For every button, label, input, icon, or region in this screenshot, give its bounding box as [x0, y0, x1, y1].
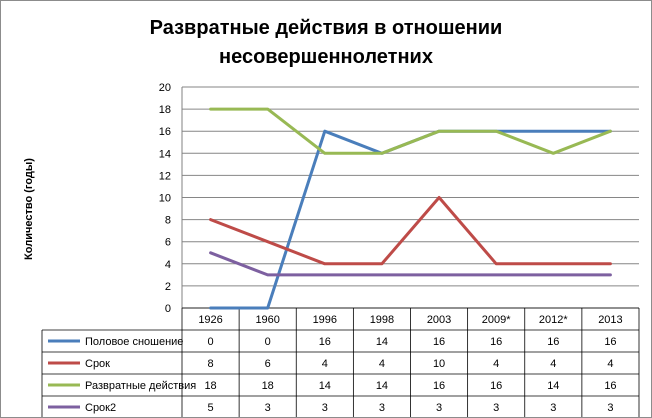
x-tick-label: 2009* — [482, 314, 511, 326]
series-line — [209, 251, 612, 277]
table-cell-value: 18 — [262, 380, 274, 392]
table-cell-value: 16 — [547, 336, 559, 348]
y-tick-label: 12 — [159, 170, 171, 182]
series-lines — [209, 107, 612, 310]
table-cell-value: 16 — [604, 380, 616, 392]
table-cell-value: 3 — [265, 402, 271, 414]
y-tick-label: 16 — [159, 126, 171, 138]
x-tick-label: 1960 — [255, 314, 279, 326]
table-cell-value: 16 — [433, 380, 445, 392]
table-cell-value: 5 — [208, 402, 214, 414]
table-cell-value: 4 — [550, 358, 556, 370]
table-cell-value: 0 — [265, 336, 271, 348]
y-axis-label: Количество (годы) — [23, 158, 35, 260]
table-cell-value: 8 — [208, 358, 214, 370]
table-cell-value: 4 — [322, 358, 328, 370]
x-tick-label: 1998 — [370, 314, 394, 326]
table-cell-value: 3 — [379, 402, 385, 414]
table-cell-value: 4 — [379, 358, 385, 370]
y-tick-labels: 0 2 4 6 8 10 12 14 16 18 20 — [159, 82, 171, 315]
chart-title-line-1: Развратные действия в отношении — [150, 17, 503, 39]
x-tick-label: 2012* — [539, 314, 568, 326]
table-cell-value: 14 — [376, 380, 388, 392]
table-cell-value: 3 — [493, 402, 499, 414]
legend-label: Развратные действия — [85, 380, 196, 392]
table-cell-value: 3 — [550, 402, 556, 414]
x-tick-label: 1926 — [198, 314, 222, 326]
y-tick-label: 0 — [165, 303, 171, 315]
table-cell-value: 6 — [265, 358, 271, 370]
table-cell-value: 3 — [607, 402, 613, 414]
table-cell-value: 4 — [493, 358, 499, 370]
table-cell-value: 14 — [547, 380, 559, 392]
series-line — [209, 107, 612, 155]
series-line — [209, 196, 612, 266]
gridlines — [181, 86, 639, 309]
table-cell-value: 16 — [490, 336, 502, 348]
x-tick-label: 2003 — [427, 314, 451, 326]
chart-title-line-2: несовершеннолетних — [219, 46, 433, 68]
table-cell-value: 4 — [607, 358, 613, 370]
table-cell-value: 0 — [208, 336, 214, 348]
table-cell-value: 16 — [490, 380, 502, 392]
table-cell-value: 16 — [604, 336, 616, 348]
y-tick-label: 2 — [165, 281, 171, 293]
table-cell-value: 14 — [376, 336, 388, 348]
table-cell-value: 16 — [319, 336, 331, 348]
y-tick-label: 18 — [159, 104, 171, 116]
y-tick-label: 8 — [165, 215, 171, 227]
table-cell-value: 16 — [433, 336, 445, 348]
table-cell-value: 3 — [436, 402, 442, 414]
y-tick-label: 10 — [159, 193, 171, 205]
legend-label: Срок — [85, 358, 110, 370]
table-cell-value: 14 — [319, 380, 331, 392]
table-cell-value: 18 — [204, 380, 216, 392]
x-tick-label: 1996 — [313, 314, 337, 326]
legend-label: Половое сношение — [85, 336, 183, 348]
data-table: 1926 1960 1996 1998 2003 2009* 2012* 2013 Полово… — [41, 307, 640, 417]
y-tick-label: 20 — [159, 82, 171, 94]
y-tick-label: 14 — [159, 148, 171, 160]
table-cell-value: 3 — [322, 402, 328, 414]
legend-label: Срок2 — [85, 402, 116, 414]
y-tick-label: 4 — [165, 259, 171, 271]
y-tick-label: 6 — [165, 237, 171, 249]
x-tick-label: 2013 — [598, 314, 622, 326]
table-cell-value: 10 — [433, 358, 445, 370]
